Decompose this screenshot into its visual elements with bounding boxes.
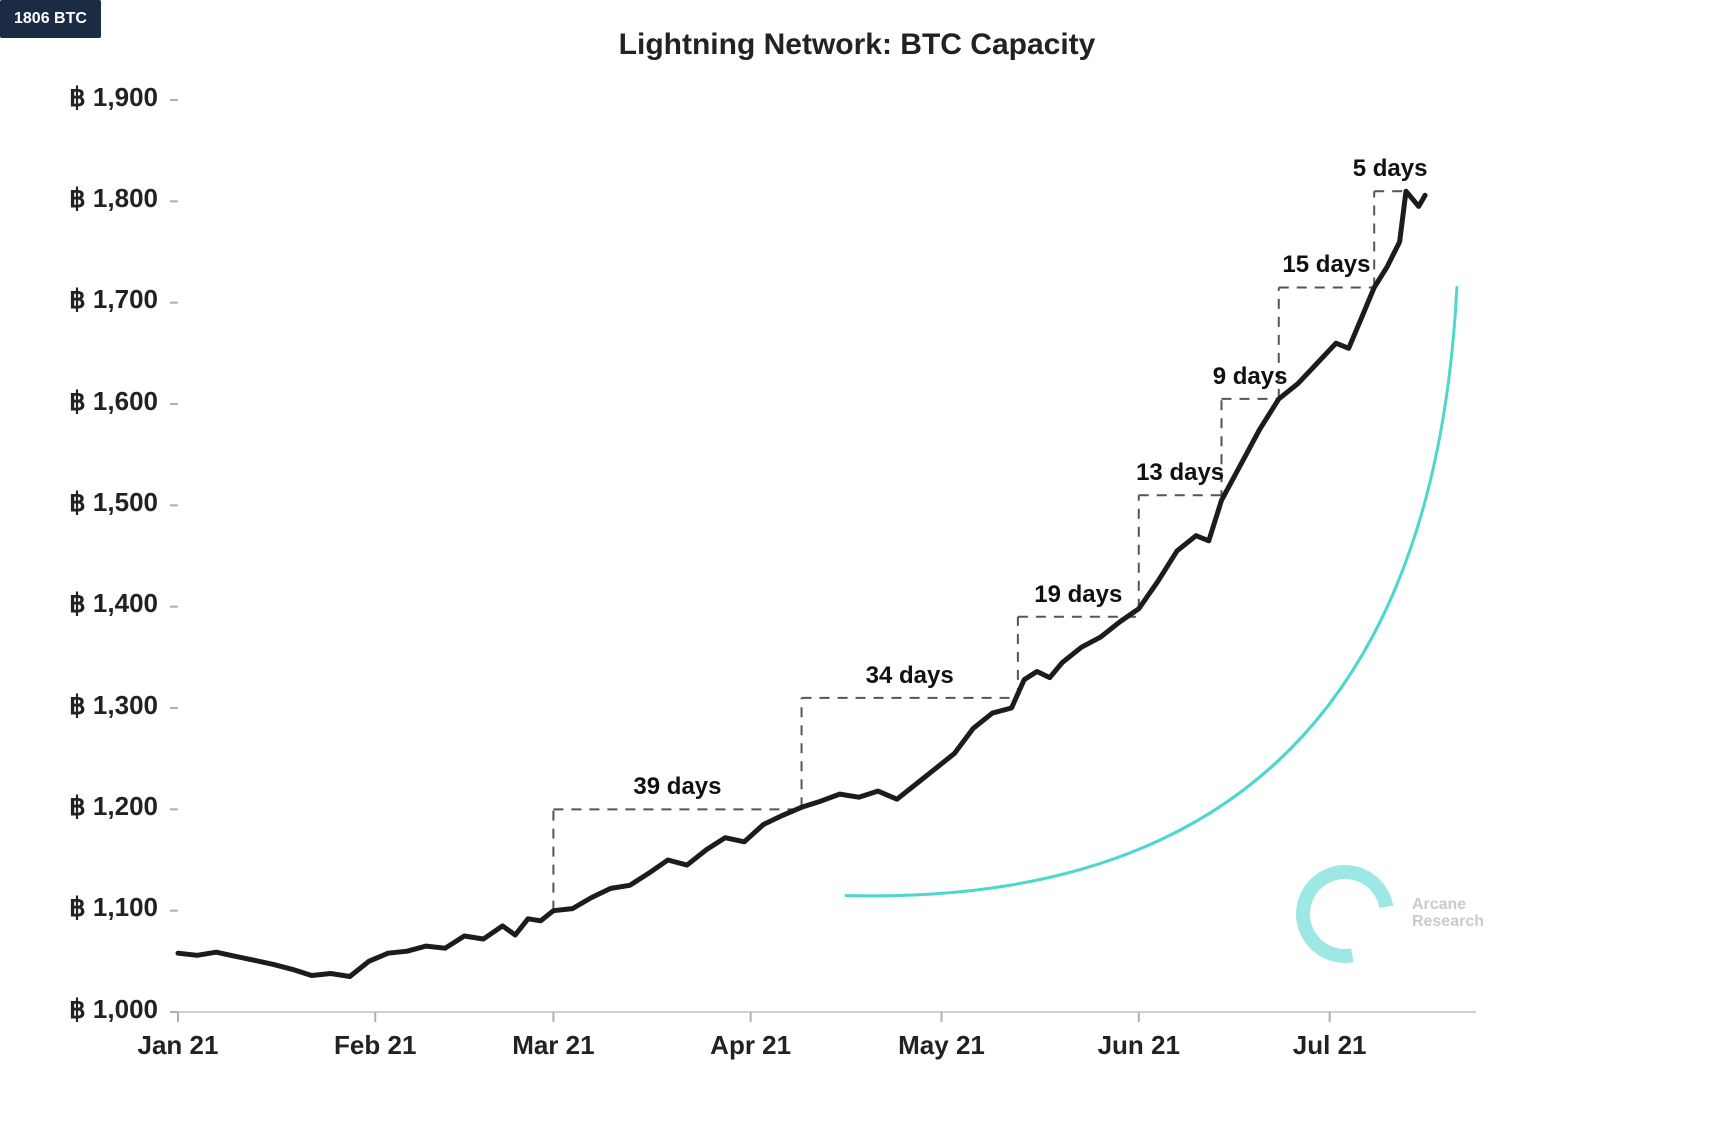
step-duration-label: 19 days: [1018, 581, 1138, 609]
x-tick-label: Feb 21: [305, 1030, 445, 1061]
x-tick-label: Jul 21: [1260, 1030, 1400, 1061]
attribution-line2: Research: [1412, 914, 1484, 931]
y-tick-label: ฿ 1,300: [30, 690, 158, 721]
data-line: [178, 191, 1425, 976]
step-duration-label: 13 days: [1120, 459, 1240, 487]
y-tick-label: ฿ 1,900: [30, 82, 158, 113]
x-tick-label: Jun 21: [1069, 1030, 1209, 1061]
attribution-line1: Arcane: [1412, 897, 1484, 914]
y-tick-label: ฿ 1,400: [30, 588, 158, 619]
y-tick-label: ฿ 1,500: [30, 487, 158, 518]
x-tick-label: Jan 21: [108, 1030, 248, 1061]
step-duration-label: 9 days: [1190, 363, 1310, 391]
logo-ring-icon: [1277, 846, 1413, 982]
y-tick-label: ฿ 1,200: [30, 791, 158, 822]
y-tick-label: ฿ 1,800: [30, 183, 158, 214]
chart-plot-svg: [0, 0, 1714, 1148]
y-tick-label: ฿ 1,100: [30, 892, 158, 923]
y-tick-label: ฿ 1,700: [30, 284, 158, 315]
x-tick-label: May 21: [872, 1030, 1012, 1061]
value-callout-text: 1806 BTC: [14, 10, 87, 27]
x-tick-label: Apr 21: [681, 1030, 821, 1061]
attribution-logo: Arcane Research: [1296, 865, 1484, 963]
y-tick-label: ฿ 1,000: [30, 994, 158, 1025]
step-duration-label: 15 days: [1266, 251, 1386, 279]
x-tick-label: Mar 21: [483, 1030, 623, 1061]
value-callout: 1806 BTC: [0, 0, 101, 38]
step-duration-label: 5 days: [1330, 155, 1450, 183]
attribution-text: Arcane Research: [1412, 897, 1484, 931]
y-tick-label: ฿ 1,600: [30, 386, 158, 417]
step-duration-label: 34 days: [850, 662, 970, 690]
step-duration-label: 39 days: [617, 773, 737, 801]
chart-container: Lightning Network: BTC Capacity ฿ 1,000฿…: [0, 0, 1714, 1148]
